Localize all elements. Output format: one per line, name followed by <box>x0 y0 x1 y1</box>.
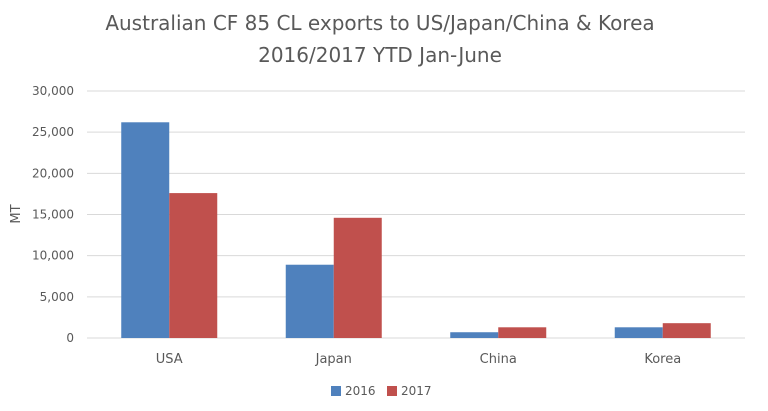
x-category-label: USA <box>156 352 183 367</box>
x-axis-categories: USA Japan China Korea <box>156 352 681 367</box>
bar-japan-2016 <box>285 264 334 338</box>
x-category-label: Japan <box>315 352 352 367</box>
x-category-label: China <box>480 352 517 367</box>
legend-swatch-2016 <box>331 386 341 396</box>
legend: 2016 2017 <box>331 384 432 398</box>
bar-usa-2016 <box>121 122 170 338</box>
legend-label-2017: 2017 <box>401 384 432 398</box>
y-tick-label: 20,000 <box>32 166 74 180</box>
y-tick-label: 10,000 <box>32 249 74 263</box>
chart-title-line-1: Australian CF 85 CL exports to US/Japan/… <box>105 11 654 35</box>
y-tick-label: 5,000 <box>40 290 74 304</box>
legend-swatch-2017 <box>387 386 397 396</box>
bar-korea-2016 <box>614 327 663 338</box>
y-tick-label: 15,000 <box>32 208 74 222</box>
bar-china-2017 <box>498 327 547 338</box>
bar-korea-2017 <box>662 323 711 338</box>
y-tick-label: 25,000 <box>32 125 74 139</box>
chart-title-line-2: 2016/2017 YTD Jan-June <box>258 43 502 67</box>
y-axis-title: MT <box>9 204 24 223</box>
x-category-label: Korea <box>644 352 681 367</box>
bars <box>121 122 711 338</box>
bar-usa-2017 <box>169 193 218 338</box>
y-tick-label: 30,000 <box>32 84 74 98</box>
y-tick-label: 0 <box>66 331 74 345</box>
bar-china-2016 <box>450 332 499 338</box>
y-axis-ticks: 0 5,000 10,000 15,000 20,000 25,000 30,000 <box>32 84 74 345</box>
legend-label-2016: 2016 <box>345 384 376 398</box>
bar-japan-2017 <box>333 217 382 338</box>
